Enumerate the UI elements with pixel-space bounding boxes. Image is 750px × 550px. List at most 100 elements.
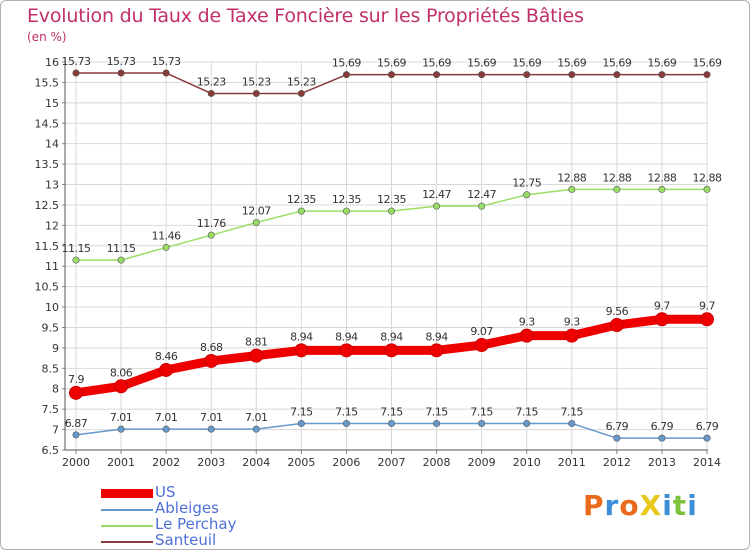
data-point [613, 185, 621, 193]
data-point [384, 343, 399, 358]
data-point [339, 343, 354, 358]
legend-label: US [155, 483, 176, 501]
x-tick-label: 2000 [62, 456, 90, 469]
data-label: 15.69 [422, 57, 451, 70]
data-point [117, 69, 125, 77]
data-label: 15.69 [557, 57, 586, 70]
data-point [387, 419, 395, 427]
data-label: 15.73 [152, 55, 181, 68]
data-point [117, 256, 125, 264]
data-label: 7.01 [110, 411, 133, 424]
logo-letter: i [662, 489, 673, 522]
data-label: 12.88 [647, 171, 676, 184]
data-label: 15.69 [512, 57, 541, 70]
data-label: 15.23 [242, 75, 271, 88]
y-tick-label: 12 [45, 219, 59, 232]
data-label: 7.15 [515, 405, 538, 418]
data-point [478, 71, 486, 79]
data-point [433, 419, 441, 427]
data-label: 11.76 [197, 217, 226, 230]
data-label: 15.73 [62, 55, 91, 68]
y-tick-label: 14.5 [35, 117, 60, 130]
data-point [703, 185, 711, 193]
data-label: 15.23 [197, 75, 226, 88]
x-tick-label: 2014 [693, 456, 721, 469]
x-tick-label: 2012 [603, 456, 631, 469]
proxiti-logo: ProXiti [583, 489, 698, 522]
data-label: 11.15 [62, 242, 91, 255]
data-label: 15.69 [647, 57, 676, 70]
data-point [342, 419, 350, 427]
x-tick-label: 2008 [423, 456, 451, 469]
data-label: 6.79 [696, 420, 719, 433]
data-label: 12.35 [332, 193, 361, 206]
data-label: 9.56 [606, 305, 629, 318]
data-point [204, 353, 219, 368]
y-tick-label: 15.5 [35, 76, 60, 89]
logo-letter: t [672, 489, 688, 522]
data-point [162, 243, 170, 251]
x-tick-label: 2002 [152, 456, 180, 469]
data-label: 8.81 [245, 336, 268, 349]
data-point [609, 318, 624, 333]
y-tick-label: 7 [52, 424, 59, 437]
data-point [568, 185, 576, 193]
data-label: 7.01 [200, 411, 223, 424]
data-point [703, 434, 711, 442]
x-tick-label: 2001 [107, 456, 135, 469]
data-label: 6.79 [651, 420, 674, 433]
data-label: 8.94 [335, 330, 358, 343]
data-point [387, 207, 395, 215]
data-label: 15.69 [467, 57, 496, 70]
data-point [568, 419, 576, 427]
data-point [252, 425, 260, 433]
data-point [703, 71, 711, 79]
data-label: 12.35 [377, 193, 406, 206]
data-point [294, 343, 309, 358]
data-point [252, 219, 260, 227]
data-label: 6.79 [606, 420, 629, 433]
data-label: 7.15 [425, 405, 448, 418]
data-point [162, 69, 170, 77]
x-tick-label: 2003 [197, 456, 225, 469]
data-label: 12.88 [557, 171, 586, 184]
y-tick-label: 14 [45, 138, 59, 151]
y-tick-label: 9.5 [42, 321, 60, 334]
chart-title: Evolution du Taux de Taxe Foncière sur l… [27, 5, 584, 27]
y-tick-label: 9 [52, 342, 59, 355]
data-point [474, 338, 489, 353]
data-label: 6.87 [65, 417, 88, 430]
legend-swatch [101, 525, 153, 527]
legend-label: Ableiges [155, 499, 219, 517]
data-point [658, 434, 666, 442]
x-tick-label: 2013 [648, 456, 676, 469]
data-label: 12.47 [422, 188, 451, 201]
data-point [478, 202, 486, 210]
data-point [478, 419, 486, 427]
data-label: 12.35 [287, 193, 316, 206]
y-tick-label: 13.5 [35, 158, 60, 171]
data-label: 15.73 [107, 55, 136, 68]
data-point [658, 185, 666, 193]
data-point [387, 71, 395, 79]
y-tick-label: 6.5 [42, 444, 60, 457]
data-label: 7.9 [68, 373, 84, 386]
legend-label: Le Perchay [155, 515, 237, 533]
data-point [69, 385, 83, 400]
data-label: 11.46 [152, 229, 181, 242]
data-label: 15.69 [377, 57, 406, 70]
data-point [252, 89, 260, 97]
data-label: 9.7 [699, 299, 715, 312]
legend-item: US [101, 483, 301, 501]
data-label: 15.69 [332, 57, 361, 70]
data-label: 11.15 [107, 242, 136, 255]
y-tick-label: 7.5 [42, 403, 60, 416]
data-point [159, 362, 174, 377]
data-label: 7.15 [290, 405, 313, 418]
legend-item: Le Perchay [101, 515, 301, 533]
y-tick-label: 13 [45, 179, 59, 192]
y-tick-label: 11 [45, 260, 59, 273]
x-tick-label: 2007 [378, 456, 406, 469]
data-label: 7.15 [470, 405, 493, 418]
